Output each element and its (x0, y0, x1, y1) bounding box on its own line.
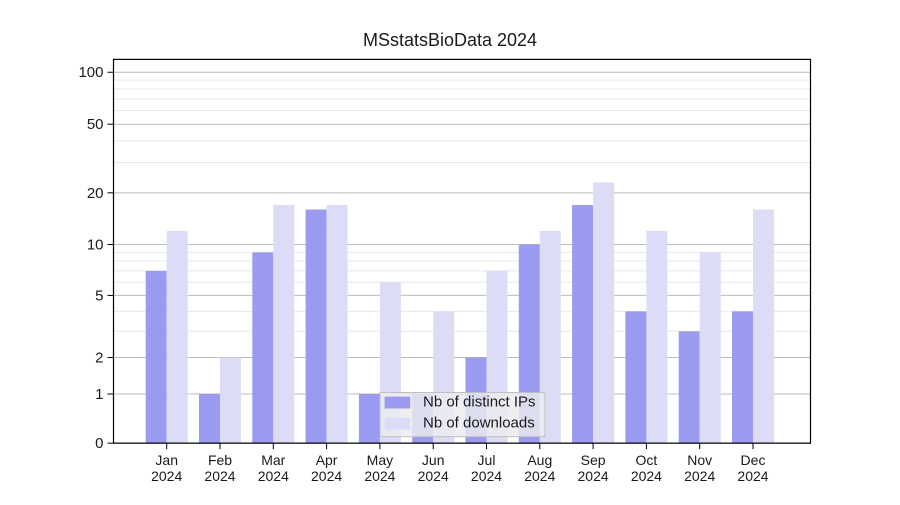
svg-text:Aug: Aug (527, 452, 552, 468)
svg-text:2024: 2024 (418, 468, 449, 484)
svg-text:10: 10 (87, 237, 104, 254)
svg-text:100: 100 (78, 64, 103, 81)
svg-text:Mar: Mar (261, 452, 285, 468)
svg-text:Jun: Jun (422, 452, 445, 468)
svg-text:2024: 2024 (471, 468, 502, 484)
svg-text:0: 0 (95, 435, 103, 452)
svg-text:Jan: Jan (155, 452, 178, 468)
svg-text:Oct: Oct (636, 452, 658, 468)
svg-text:2024: 2024 (737, 468, 768, 484)
svg-text:1: 1 (95, 386, 103, 403)
svg-text:50: 50 (87, 116, 104, 133)
svg-text:Nb of distinct IPs: Nb of distinct IPs (423, 394, 536, 411)
svg-text:May: May (367, 452, 393, 468)
svg-text:5: 5 (95, 287, 103, 304)
svg-text:20: 20 (87, 185, 104, 202)
svg-text:2024: 2024 (524, 468, 555, 484)
svg-text:2024: 2024 (364, 468, 395, 484)
svg-text:2024: 2024 (258, 468, 289, 484)
svg-text:Feb: Feb (208, 452, 232, 468)
svg-text:2: 2 (95, 350, 103, 367)
svg-text:2024: 2024 (684, 468, 715, 484)
svg-text:2024: 2024 (311, 468, 342, 484)
svg-text:Sep: Sep (581, 452, 606, 468)
svg-text:2024: 2024 (578, 468, 609, 484)
svg-text:Nb of downloads: Nb of downloads (423, 415, 535, 432)
svg-text:Jul: Jul (478, 452, 496, 468)
svg-text:Apr: Apr (316, 452, 338, 468)
svg-text:2024: 2024 (204, 468, 235, 484)
svg-text:Dec: Dec (741, 452, 766, 468)
svg-text:2024: 2024 (631, 468, 662, 484)
svg-text:Nov: Nov (687, 452, 712, 468)
svg-text:2024: 2024 (151, 468, 182, 484)
